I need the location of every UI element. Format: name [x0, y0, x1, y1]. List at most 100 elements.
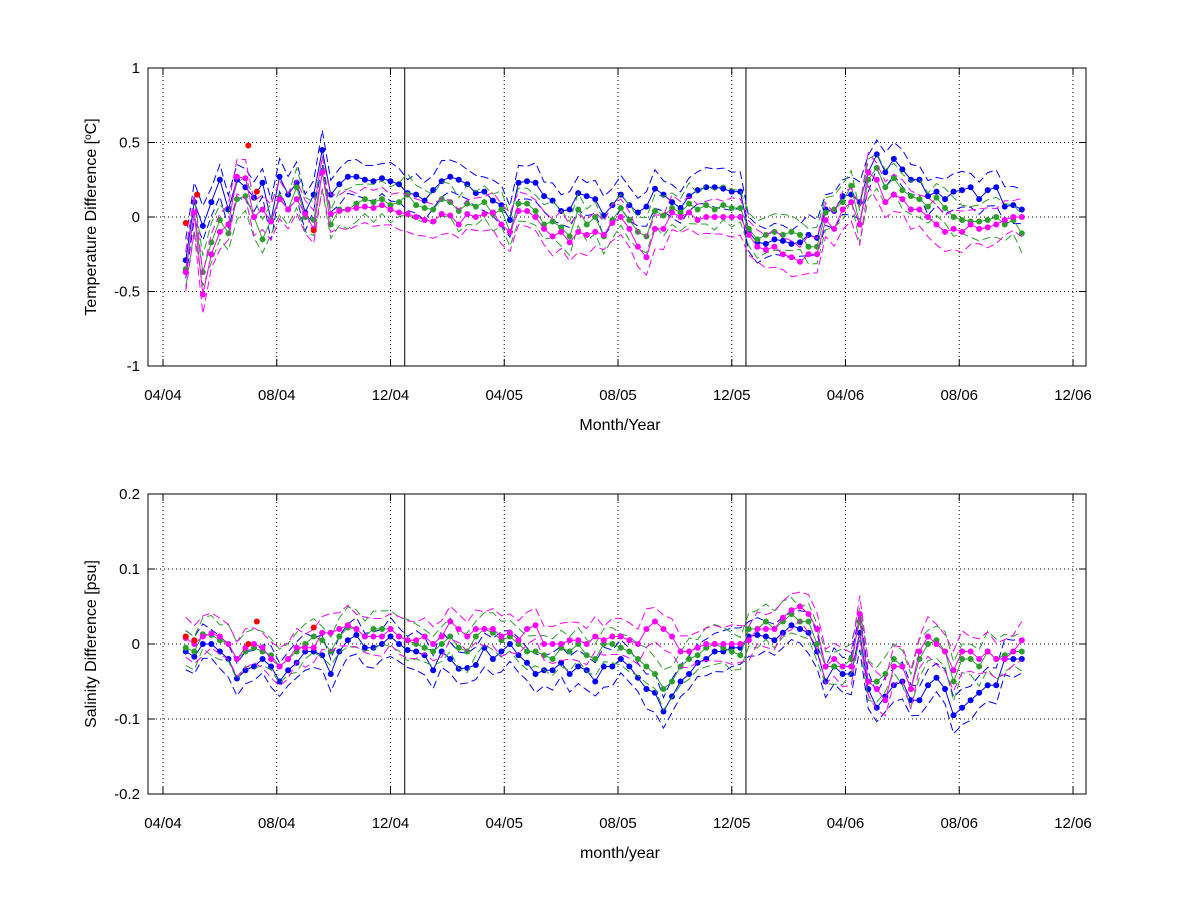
salinity-series-0-point-2: [199, 641, 206, 647]
temperature-series-2-point-46: [575, 228, 582, 235]
temperature-series-0-point-4: [216, 176, 223, 183]
salinity-series-2-point-88: [933, 641, 940, 647]
temperature-series-1-point-39: [515, 200, 522, 207]
salinity-series-2-point-61: [703, 641, 710, 647]
salinity-series-1-point-78: [848, 656, 855, 662]
temperature-series-2-point-50: [609, 219, 616, 226]
temperature-series-1-point-21: [361, 196, 368, 203]
temperature-xtick-label-6: 04/06: [827, 387, 865, 404]
temperature-extra-point-2: [245, 142, 252, 149]
temperature-series-0-point-84: [899, 166, 906, 173]
temperature-series-1-point-96: [1001, 221, 1008, 228]
salinity-series-2-point-10: [268, 656, 275, 662]
salinity-series-0-point-91: [959, 704, 966, 711]
temperature-series-1-point-71: [788, 228, 795, 235]
temperature-series-0-point-61: [703, 184, 710, 191]
temperature-series-1-point-67: [754, 236, 761, 243]
salinity-series-2-point-92: [967, 648, 974, 655]
temperature-series-1-point-13: [293, 184, 300, 191]
temperature-ytick-label-0: -1: [127, 358, 140, 375]
temperature-series-2-point-52: [626, 225, 633, 232]
temperature-series-1-point-30: [438, 196, 445, 203]
temperature-series-1-point-84: [899, 187, 906, 194]
temperature-series-1-point-94: [984, 216, 991, 223]
temperature-series-0-point-88: [933, 188, 940, 195]
salinity-series-2-point-57: [669, 633, 676, 640]
salinity-series: [182, 591, 1025, 735]
temperature-xtick-label-7: 08/06: [940, 387, 978, 404]
salinity-series-2-point-15: [310, 644, 317, 651]
temperature-series-2-point-81: [873, 176, 880, 183]
temperature-series-2-point-67: [754, 243, 761, 250]
temperature-series-2-point-95: [993, 221, 1000, 228]
salinity-series-1-point-87: [924, 641, 931, 647]
temperature-series-1-point-68: [762, 231, 769, 238]
salinity-series-1-point-28: [421, 644, 428, 651]
temperature-series-2-point-30: [438, 211, 445, 218]
temperature-series-0-point-20: [353, 173, 360, 180]
salinity-series-2-point-48: [592, 633, 599, 640]
temperature-series-0-point-58: [677, 205, 684, 212]
temperature-series-0-point-27: [413, 191, 420, 198]
temperature-series-1-point-60: [694, 206, 701, 213]
temperature-series-1-point-78: [848, 182, 855, 189]
salinity-series-2-point-81: [873, 686, 880, 692]
temperature-series-0-point-39: [515, 179, 522, 186]
temperature-series-1-point-82: [882, 184, 889, 191]
temperature-series-2-point-66: [745, 231, 752, 238]
temperature-series-2-point-53: [634, 243, 641, 250]
salinity-series-2-point-5: [225, 641, 232, 647]
salinity-series-2-point-9: [259, 644, 266, 651]
salinity-series-0-envelope-lower: [185, 638, 1023, 735]
temperature-series-2-point-91: [959, 228, 966, 235]
salinity-series-1-point-31: [447, 633, 454, 640]
temperature-series-0-point-41: [532, 179, 539, 186]
temperature-series-2-point-94: [984, 224, 991, 231]
temperature-series-1-point-29: [430, 206, 437, 213]
salinity-series-2-point-36: [489, 626, 496, 632]
salinity-series-1-point-72: [797, 618, 803, 625]
temperature-series-1-point-41: [532, 208, 539, 215]
salinity-series-2-point-17: [327, 629, 334, 636]
salinity-series-0-point-97: [1010, 656, 1017, 662]
temperature-series-2-point-59: [686, 209, 693, 216]
salinity-series-2-point-18: [336, 626, 343, 632]
temperature-series-1-point-69: [771, 228, 778, 235]
salinity-ytick-label-3: 0.1: [119, 561, 140, 578]
temperature-series-0-point-25: [396, 181, 403, 188]
salinity-series-2-point-43: [549, 641, 556, 647]
salinity-series-0-point-58: [677, 678, 684, 685]
salinity-series-0-point-25: [396, 641, 403, 647]
temperature-series-1-point-22: [370, 199, 377, 206]
salinity-series-1-point-92: [967, 656, 974, 662]
salinity-series-0-point-7: [242, 667, 249, 674]
salinity-series-2-point-96: [1001, 656, 1008, 662]
salinity-series-0-point-34: [472, 662, 479, 668]
temperature-xtick-label-3: 04/05: [485, 387, 523, 404]
temperature-series-2-point-41: [532, 214, 539, 220]
temperature-series-1-point-52: [626, 216, 633, 223]
temperature-series-2-point-86: [916, 206, 923, 213]
temperature-series-0-point-82: [882, 169, 889, 176]
temperature-series-2-point-34: [472, 214, 479, 220]
salinity-series-2-point-20: [353, 626, 360, 632]
temperature-series-2-point-8: [251, 214, 257, 220]
temperature-series-1-point-20: [353, 200, 360, 207]
temperature-series-2-envelope-upper: [185, 151, 1022, 275]
salinity-series-2-point-82: [882, 697, 889, 704]
temperature-series-2-point-42: [541, 225, 548, 232]
salinity-series-2-point-45: [566, 637, 573, 644]
temperature-series-0-point-13: [293, 179, 300, 186]
salinity-series-2-point-47: [583, 641, 590, 647]
temperature-series-2-point-9: [259, 206, 266, 213]
temperature-series-0-point-54: [643, 203, 650, 210]
salinity-series-2-point-94: [984, 648, 991, 655]
salinity-series-2-point-11: [276, 663, 283, 670]
temperature-series-2-point-55: [651, 225, 658, 232]
temperature-series-1-point-44: [558, 224, 565, 231]
salinity-series-1-point-65: [737, 652, 744, 659]
temperature-series-0-point-45: [566, 206, 573, 213]
salinity-series-1-point-23: [378, 626, 385, 632]
salinity-series-0-point-27: [413, 648, 420, 655]
temperature-series-2-point-27: [413, 214, 420, 220]
